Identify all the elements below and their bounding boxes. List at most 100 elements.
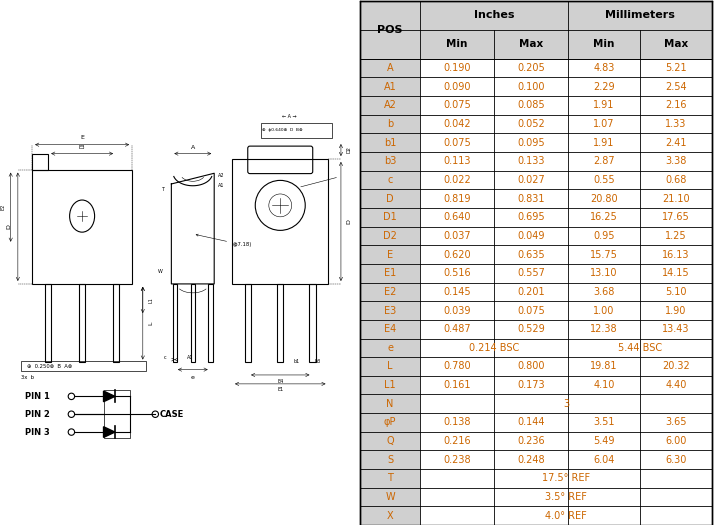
Bar [420, 301, 494, 320]
Bar [361, 320, 420, 339]
Text: 1.00: 1.00 [593, 306, 615, 316]
Text: 0.635: 0.635 [517, 249, 545, 259]
Bar [361, 208, 420, 227]
Text: T: T [161, 187, 164, 192]
Text: 0.133: 0.133 [517, 156, 545, 166]
Bar [568, 245, 640, 264]
Bar [494, 264, 568, 282]
Bar [420, 133, 494, 152]
Text: 4.10: 4.10 [593, 380, 615, 390]
Bar [32, 170, 132, 284]
Bar [640, 152, 712, 171]
Text: A1: A1 [187, 354, 194, 360]
Text: b1: b1 [384, 138, 396, 148]
Bar [361, 152, 420, 171]
Text: 0.487: 0.487 [443, 324, 471, 334]
Text: Max: Max [664, 39, 688, 49]
Text: 15.75: 15.75 [590, 249, 618, 259]
Text: 5.10: 5.10 [665, 287, 687, 297]
Text: 3.68: 3.68 [593, 287, 615, 297]
Bar [568, 78, 640, 96]
Bar [640, 59, 712, 78]
Bar [640, 190, 712, 208]
Bar [420, 376, 494, 394]
Text: 0.55: 0.55 [593, 175, 615, 185]
Text: 4.40: 4.40 [665, 380, 687, 390]
Text: 0.022: 0.022 [443, 175, 471, 185]
Bar [494, 59, 568, 78]
Bar [420, 264, 494, 282]
Text: 0.144: 0.144 [517, 417, 545, 427]
Text: c: c [164, 354, 166, 360]
Bar [568, 301, 640, 320]
Text: 3x  b: 3x b [21, 375, 34, 380]
Text: 1.25: 1.25 [665, 231, 687, 241]
Bar [494, 115, 568, 133]
Bar [361, 190, 420, 208]
Text: 0.238: 0.238 [443, 455, 471, 465]
Text: 17.5° REF: 17.5° REF [542, 474, 590, 484]
Text: 2.54: 2.54 [665, 82, 687, 92]
Text: 13.43: 13.43 [663, 324, 690, 334]
Text: E3: E3 [79, 145, 86, 150]
Text: E1: E1 [277, 387, 283, 393]
Text: b: b [387, 119, 393, 129]
Text: b1: b1 [293, 359, 299, 363]
Bar [420, 432, 494, 450]
Text: 0.780: 0.780 [443, 362, 471, 372]
Bar [420, 1, 568, 30]
Bar [361, 115, 420, 133]
Bar [640, 227, 712, 245]
Text: L: L [149, 321, 154, 325]
Text: L1: L1 [384, 380, 396, 390]
Bar [21, 361, 146, 371]
Bar [420, 357, 494, 376]
Bar [79, 284, 86, 362]
Text: D: D [346, 219, 351, 224]
Bar [494, 245, 568, 264]
Bar [568, 264, 640, 282]
Bar [640, 282, 712, 301]
Text: Inches: Inches [474, 10, 514, 20]
Bar [361, 227, 420, 245]
Bar [568, 59, 640, 78]
Bar [640, 171, 712, 190]
Bar [568, 171, 640, 190]
Bar [568, 30, 640, 59]
Text: 0.216: 0.216 [443, 436, 471, 446]
Text: 0.037: 0.037 [443, 231, 471, 241]
Text: 0.173: 0.173 [517, 380, 545, 390]
Text: 0.049: 0.049 [517, 231, 545, 241]
Bar [361, 78, 420, 96]
Text: 0.085: 0.085 [517, 100, 545, 110]
Text: 0.090: 0.090 [443, 82, 471, 92]
Bar [32, 154, 49, 170]
Bar [640, 264, 712, 282]
Text: N: N [386, 399, 394, 409]
Bar [361, 469, 420, 488]
Text: D2: D2 [346, 146, 351, 153]
Text: e: e [387, 343, 393, 353]
Bar [494, 301, 568, 320]
Text: 0.100: 0.100 [517, 82, 545, 92]
Text: 0.95: 0.95 [593, 231, 615, 241]
Text: 1.33: 1.33 [665, 119, 687, 129]
Bar [420, 227, 494, 245]
Text: 6.00: 6.00 [665, 436, 687, 446]
Bar [361, 413, 420, 432]
Text: b3: b3 [315, 359, 321, 363]
Text: W: W [386, 492, 395, 502]
Text: 1.91: 1.91 [593, 100, 615, 110]
Text: 5.44 BSC: 5.44 BSC [618, 343, 662, 353]
Bar [420, 59, 494, 78]
Bar [45, 284, 51, 362]
Text: E1: E1 [384, 268, 396, 278]
Text: 1.07: 1.07 [593, 119, 615, 129]
Bar [640, 208, 712, 227]
Bar [420, 282, 494, 301]
Bar [420, 413, 494, 432]
Text: 0.145: 0.145 [443, 287, 471, 297]
Bar [361, 264, 420, 282]
Bar [640, 320, 712, 339]
Text: D2: D2 [383, 231, 397, 241]
